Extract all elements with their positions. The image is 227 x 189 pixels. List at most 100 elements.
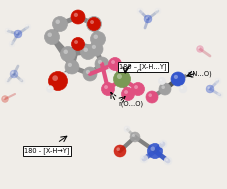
Circle shape (107, 67, 109, 69)
Circle shape (95, 57, 109, 71)
Circle shape (90, 20, 94, 24)
Circle shape (159, 79, 161, 81)
Circle shape (10, 70, 18, 78)
Circle shape (61, 73, 68, 80)
Circle shape (48, 87, 50, 89)
Circle shape (5, 78, 11, 84)
Circle shape (26, 25, 28, 27)
Circle shape (160, 142, 162, 144)
Circle shape (214, 78, 220, 84)
Circle shape (163, 157, 171, 165)
Circle shape (63, 74, 65, 76)
Circle shape (138, 9, 139, 11)
Circle shape (155, 9, 157, 11)
Circle shape (89, 19, 94, 24)
Circle shape (83, 67, 96, 81)
Circle shape (15, 32, 18, 34)
Circle shape (141, 157, 143, 159)
Circle shape (52, 16, 67, 32)
Circle shape (113, 70, 130, 88)
Circle shape (71, 37, 84, 50)
Circle shape (145, 91, 157, 103)
Text: r(N…O): r(N…O) (187, 71, 211, 77)
Text: r(O…O): r(O…O) (118, 101, 143, 107)
Circle shape (25, 24, 31, 30)
Text: 180 – [X-H…Y]: 180 – [X-H…Y] (119, 64, 166, 70)
Circle shape (131, 134, 134, 137)
Circle shape (158, 140, 166, 148)
Circle shape (108, 57, 121, 70)
Circle shape (154, 8, 160, 14)
Circle shape (104, 85, 108, 89)
Circle shape (3, 97, 5, 99)
Circle shape (180, 87, 182, 89)
Circle shape (90, 32, 105, 46)
Circle shape (101, 83, 114, 95)
Circle shape (116, 147, 119, 151)
Circle shape (185, 70, 193, 78)
Circle shape (187, 72, 189, 74)
Text: C…: C… (136, 70, 147, 74)
Circle shape (6, 79, 8, 81)
Circle shape (129, 132, 139, 142)
Circle shape (106, 66, 113, 73)
Circle shape (148, 93, 151, 97)
Circle shape (10, 42, 12, 44)
Circle shape (87, 18, 100, 30)
Circle shape (111, 60, 114, 64)
Circle shape (65, 60, 79, 74)
Circle shape (93, 35, 98, 39)
Circle shape (178, 85, 186, 93)
Circle shape (114, 145, 126, 157)
Circle shape (63, 50, 68, 54)
Text: 180 - [X-H→Y]: 180 - [X-H→Y] (24, 148, 69, 154)
Circle shape (147, 143, 162, 159)
Circle shape (116, 74, 121, 79)
Circle shape (136, 8, 142, 14)
Circle shape (217, 93, 219, 95)
Circle shape (161, 85, 164, 89)
Circle shape (2, 95, 8, 102)
Circle shape (20, 79, 22, 81)
Circle shape (165, 159, 167, 161)
Circle shape (123, 126, 129, 132)
Circle shape (89, 42, 103, 56)
Circle shape (196, 46, 203, 53)
Circle shape (74, 13, 78, 17)
Circle shape (14, 30, 22, 38)
Circle shape (97, 60, 101, 64)
Circle shape (52, 75, 58, 81)
Circle shape (71, 10, 85, 24)
Circle shape (123, 90, 127, 94)
Circle shape (158, 83, 170, 95)
Circle shape (121, 88, 134, 101)
Circle shape (19, 78, 25, 84)
Circle shape (205, 85, 213, 93)
Circle shape (5, 28, 11, 34)
Circle shape (133, 85, 137, 89)
Circle shape (125, 127, 126, 129)
Circle shape (9, 41, 15, 47)
Circle shape (55, 19, 60, 24)
Circle shape (131, 83, 144, 95)
Circle shape (44, 29, 59, 44)
Circle shape (150, 146, 154, 151)
Circle shape (86, 16, 101, 32)
Circle shape (145, 17, 147, 19)
Circle shape (83, 47, 88, 52)
Circle shape (46, 85, 53, 92)
Circle shape (91, 45, 96, 49)
Circle shape (158, 77, 165, 84)
Circle shape (47, 33, 52, 37)
Circle shape (85, 70, 90, 74)
Circle shape (74, 40, 78, 44)
Circle shape (80, 44, 95, 60)
Circle shape (197, 47, 199, 49)
Circle shape (67, 63, 72, 67)
Circle shape (216, 92, 222, 98)
Circle shape (170, 72, 184, 86)
Circle shape (48, 71, 67, 91)
Circle shape (139, 155, 147, 163)
Circle shape (12, 72, 14, 74)
Circle shape (215, 79, 217, 81)
